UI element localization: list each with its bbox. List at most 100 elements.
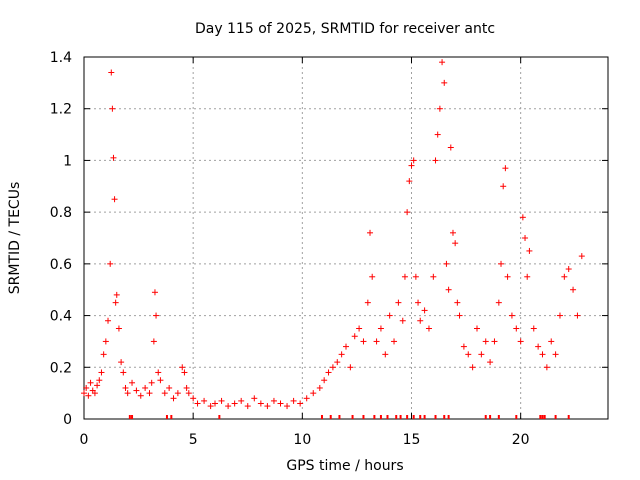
data-point [406, 178, 413, 185]
data-point [157, 377, 164, 384]
data-point [207, 403, 214, 410]
data-point [153, 312, 160, 319]
data-point [561, 273, 568, 280]
y-tick-label: 0.8 [50, 205, 72, 221]
data-point [334, 359, 341, 366]
data-point [170, 395, 177, 402]
data-point [310, 390, 317, 397]
data-point [212, 400, 218, 407]
data-point [508, 312, 515, 319]
data-point [421, 307, 428, 314]
data-point [87, 379, 94, 386]
data-point [303, 395, 310, 402]
data-point [377, 325, 384, 332]
x-tick-label: 15 [403, 432, 421, 448]
data-point [161, 390, 168, 397]
plot-frame [83, 56, 609, 420]
data-point [124, 390, 131, 397]
data-point [526, 247, 533, 254]
data-point [513, 325, 520, 332]
data-point [137, 392, 144, 399]
data-point [395, 299, 402, 306]
data-point [574, 312, 581, 319]
data-point [142, 384, 149, 391]
data-point [399, 317, 406, 324]
data-point [107, 260, 114, 267]
data-point [343, 343, 349, 350]
data-point [257, 400, 264, 407]
data-point [417, 317, 424, 324]
data-point [115, 325, 122, 332]
data-point [91, 390, 98, 397]
data-point [491, 338, 498, 345]
data-point [133, 387, 140, 394]
data-point [408, 162, 415, 169]
data-point [316, 384, 323, 391]
data-point [443, 260, 450, 267]
data-point [556, 312, 563, 319]
y-tick-label: 1.2 [50, 102, 72, 118]
data-point [85, 392, 92, 399]
data-point [225, 403, 232, 410]
data-point [404, 209, 411, 216]
data-point [530, 325, 537, 332]
data-point [297, 400, 304, 407]
data-point [290, 397, 297, 404]
data-point [238, 397, 245, 404]
data-point [347, 364, 354, 371]
data-point [100, 351, 107, 358]
data-point [498, 260, 505, 267]
y-tick-label: 0.6 [50, 257, 72, 273]
data-point [364, 299, 371, 306]
data-point [98, 369, 105, 376]
data-point [517, 338, 524, 345]
data-point [482, 338, 489, 345]
x-tick-label: 20 [512, 432, 530, 448]
data-point [148, 379, 155, 386]
data-point [201, 397, 208, 404]
data-point [565, 266, 572, 273]
data-point [150, 338, 157, 345]
data-point [360, 338, 367, 345]
data-point [122, 384, 129, 391]
data-point [432, 157, 439, 164]
data-point [174, 390, 181, 397]
data-point [329, 364, 336, 371]
data-point [81, 390, 87, 397]
data-point [108, 69, 115, 76]
data-point [401, 273, 408, 280]
y-tick-label: 0.4 [50, 309, 72, 325]
data-points [81, 59, 585, 419]
data-point [190, 395, 197, 402]
x-tick-label: 10 [293, 432, 311, 448]
data-point [284, 403, 291, 410]
data-point [351, 333, 358, 340]
data-point [441, 79, 448, 86]
data-point [543, 364, 550, 371]
data-point [338, 351, 345, 358]
data-point [456, 312, 463, 319]
data-point [478, 351, 485, 358]
data-point [146, 390, 153, 397]
data-point [321, 377, 328, 384]
data-point [181, 369, 188, 376]
x-tick-label: 5 [189, 432, 198, 448]
data-point [356, 325, 363, 332]
data-point [179, 364, 186, 371]
y-tick-label: 1 [63, 153, 72, 169]
data-point [430, 273, 437, 280]
data-point [102, 338, 109, 345]
data-point [155, 369, 162, 376]
data-point [113, 291, 120, 298]
data-point [118, 359, 125, 366]
data-point [120, 369, 127, 376]
data-point [391, 338, 398, 345]
data-point [412, 273, 419, 280]
x-tick-label: 0 [80, 432, 89, 448]
data-point [105, 317, 112, 324]
data-point [445, 286, 452, 293]
data-point [218, 397, 225, 404]
data-point [129, 379, 136, 386]
data-point [367, 229, 374, 236]
